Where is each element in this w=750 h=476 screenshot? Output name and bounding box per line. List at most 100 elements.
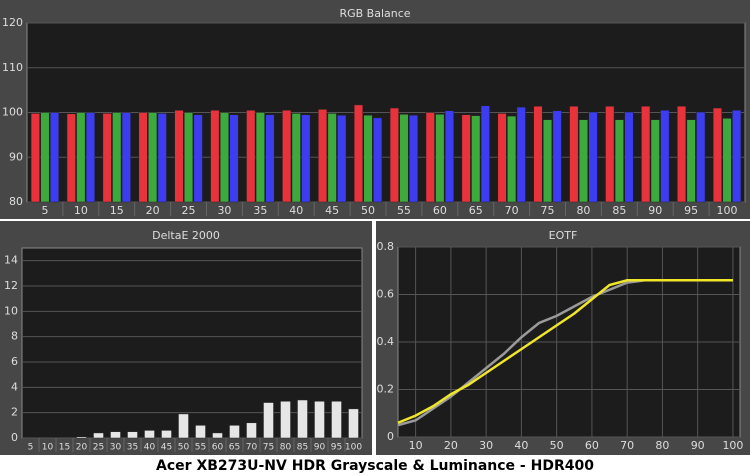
line: [397, 279, 733, 424]
bar: [49, 112, 60, 203]
bar: [497, 113, 507, 203]
x-tick-label: 60: [212, 443, 224, 453]
bar: [263, 402, 274, 439]
bar: [210, 110, 220, 203]
x-tick-label: 30: [479, 439, 493, 452]
bar: [161, 430, 172, 439]
y-tick-label: 12: [4, 279, 18, 292]
y-tick-label: 0.4: [377, 335, 395, 348]
x-tick-label: 40: [289, 204, 303, 217]
x-tick-label: 90: [691, 439, 705, 452]
x-tick-label: 100: [722, 439, 743, 452]
bar: [696, 111, 706, 203]
bar: [40, 112, 50, 203]
y-tick-label: 110: [2, 61, 23, 74]
bar: [461, 114, 471, 203]
x-tick-label: 5: [28, 443, 34, 453]
x-tick-label: 20: [76, 443, 88, 453]
x-tick-label: 55: [195, 443, 206, 453]
x-tick-label: 60: [585, 439, 599, 452]
x-tick-label: 45: [325, 204, 339, 217]
bar: [178, 413, 189, 439]
bar: [641, 105, 651, 203]
bar: [193, 114, 203, 203]
x-tick-label: 50: [361, 204, 375, 217]
x-tick-label: 40: [514, 439, 528, 452]
x-tick-label: 90: [314, 443, 326, 453]
x-tick-label: 50: [550, 439, 564, 452]
bar: [184, 112, 194, 203]
x-tick-label: 70: [246, 443, 258, 453]
bar: [280, 401, 291, 439]
bar: [605, 105, 615, 203]
bar: [297, 399, 308, 439]
bar: [229, 425, 240, 439]
bar: [348, 408, 359, 439]
bar: [255, 112, 265, 203]
bar: [318, 109, 328, 203]
x-tick-label: 70: [505, 204, 519, 217]
bar: [229, 114, 239, 203]
bar: [337, 114, 347, 203]
x-tick-label: 85: [612, 204, 626, 217]
x-tick-label: 20: [444, 439, 458, 452]
bar: [144, 430, 155, 439]
bar: [121, 112, 131, 203]
bar: [291, 113, 301, 203]
x-tick-label: 65: [469, 204, 483, 217]
x-tick-label: 10: [42, 443, 54, 453]
bar: [314, 401, 325, 439]
bar: [331, 401, 342, 439]
bar: [174, 110, 184, 203]
y-tick-label: 4: [11, 380, 18, 393]
bar: [363, 114, 373, 203]
y-tick-label: 0: [11, 431, 18, 444]
bar: [76, 436, 87, 439]
x-tick-label: 50: [178, 443, 190, 453]
bar: [722, 118, 732, 203]
page-title: Acer XB273U-NV HDR Grayscale & Luminance…: [156, 458, 594, 474]
bar: [157, 113, 167, 203]
bar: [127, 431, 138, 439]
x-tick-label: 65: [229, 443, 240, 453]
bar: [246, 422, 257, 439]
y-tick-label: 0.6: [377, 288, 395, 301]
y-tick-label: 0.2: [377, 383, 395, 396]
bar: [480, 105, 490, 203]
bar: [265, 114, 275, 203]
y-tick-label: 2: [11, 406, 18, 419]
x-tick-label: 15: [110, 204, 124, 217]
y-tick-label: 90: [9, 150, 23, 163]
bar: [93, 432, 104, 439]
bar: [327, 113, 337, 203]
bar: [588, 111, 598, 203]
bar: [677, 105, 687, 203]
y-tick-label: 14: [4, 254, 18, 267]
x-tick-label: 80: [576, 204, 590, 217]
bar: [712, 107, 723, 203]
x-tick-label: 55: [397, 204, 411, 217]
x-tick-label: 30: [110, 443, 122, 453]
x-tick-label: 25: [182, 204, 196, 217]
chart-title: RGB Balance: [339, 7, 410, 20]
y-tick-label: 6: [11, 355, 18, 368]
bar: [30, 113, 40, 203]
x-tick-label: 35: [253, 204, 267, 217]
bar: [148, 112, 158, 203]
x-tick-label: 85: [297, 443, 308, 453]
y-tick-label: 0.8: [377, 240, 395, 253]
bar: [650, 119, 660, 203]
bar: [219, 112, 229, 203]
plot-area: [21, 247, 363, 439]
bar: [389, 107, 399, 203]
bar: [373, 117, 383, 203]
y-tick-label: 0: [387, 430, 394, 443]
bar: [578, 119, 588, 203]
x-tick-label: 60: [433, 204, 447, 217]
x-tick-label: 100: [717, 204, 738, 217]
bar: [408, 114, 419, 203]
bar: [195, 425, 206, 439]
x-tick-label: 20: [146, 204, 160, 217]
bar: [282, 110, 292, 203]
bar: [110, 431, 121, 439]
